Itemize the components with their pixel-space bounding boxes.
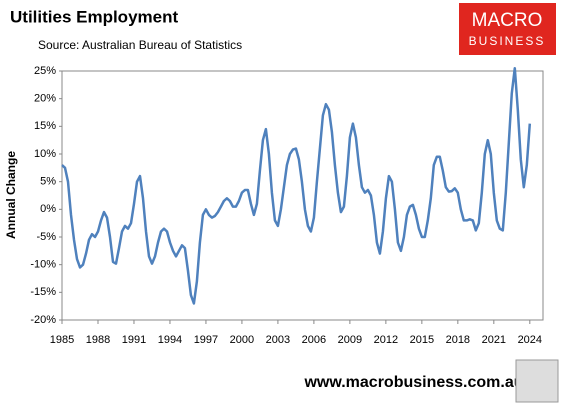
y-tick-label: 20% xyxy=(34,93,56,105)
y-axis-label: Annual Change xyxy=(4,151,18,239)
logo-text: BUSINESS xyxy=(469,34,546,48)
x-tick-label: 2000 xyxy=(230,334,254,346)
x-tick-label: 1988 xyxy=(86,334,110,346)
plot-frame xyxy=(61,70,544,321)
logo-box xyxy=(459,3,556,55)
x-tick-label: 2018 xyxy=(446,334,470,346)
wolf-icon xyxy=(515,359,559,403)
footer: www.macrobusiness.com.au xyxy=(303,374,523,391)
x-tick-label: 1997 xyxy=(194,334,218,346)
y-tick-label: -10% xyxy=(30,259,56,271)
x-tick-label: 2024 xyxy=(518,334,542,346)
x-tick-label: 1985 xyxy=(50,334,74,346)
x-tick-label: 2006 xyxy=(302,334,326,346)
y-tick-label: 5% xyxy=(40,176,56,188)
chart-title: Utilities Employment xyxy=(10,7,178,26)
x-tick-label: 2021 xyxy=(482,334,506,346)
x-tick-label: 2012 xyxy=(374,334,398,346)
x-tick-label: 2009 xyxy=(338,334,362,346)
y-tick-label: 0% xyxy=(40,203,56,215)
chart-subtitle: Source: Australian Bureau of Statistics xyxy=(38,38,242,52)
y-tick-label: 10% xyxy=(34,148,56,160)
y-tick-label: -5% xyxy=(36,231,56,243)
x-tick-label: 2003 xyxy=(266,334,290,346)
y-tick-label: -15% xyxy=(30,286,56,298)
y-tick-label: 15% xyxy=(34,120,56,132)
x-tick-label: 1994 xyxy=(158,334,182,346)
y-tick-label: 25% xyxy=(34,65,56,77)
data-line xyxy=(61,66,532,305)
x-tick-label: 2015 xyxy=(410,334,434,346)
y-tick-label: -20% xyxy=(30,314,56,326)
logo-text: MACRO xyxy=(472,10,543,31)
x-tick-label: 1991 xyxy=(122,334,146,346)
